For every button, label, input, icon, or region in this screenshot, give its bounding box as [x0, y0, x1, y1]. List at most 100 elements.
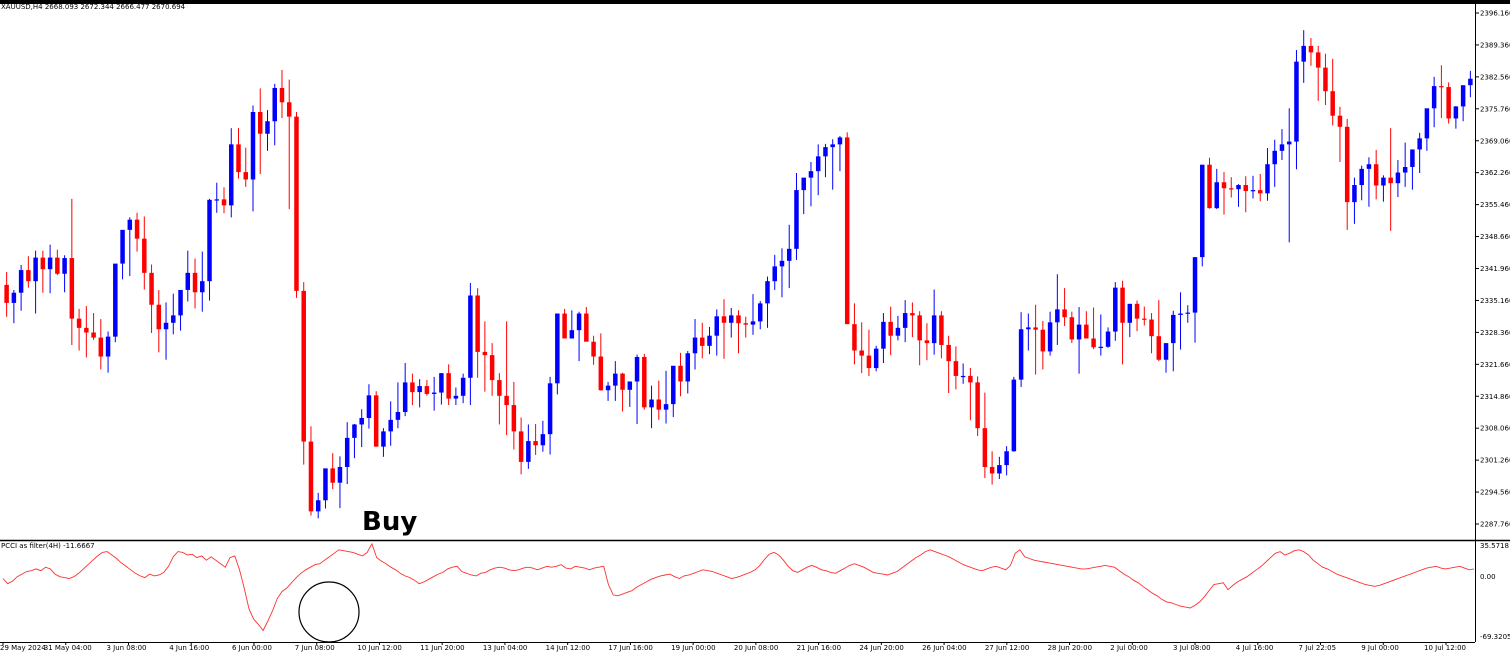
- bearish-candle: [1388, 177, 1393, 184]
- bullish-candle: [1301, 45, 1306, 62]
- bearish-candle: [1120, 287, 1125, 323]
- time-axis-tick-label: 27 Jun 12:00: [985, 644, 1029, 652]
- bearish-candle: [946, 344, 951, 362]
- bearish-candle: [1084, 324, 1089, 339]
- bearish-candle: [243, 172, 248, 180]
- bullish-candle: [127, 219, 133, 230]
- bearish-candle: [330, 468, 335, 483]
- pcci-indicator-line: [2, 542, 1475, 632]
- bearish-candle: [1446, 87, 1451, 119]
- bearish-candle: [55, 257, 60, 274]
- bullish-candle: [1171, 314, 1176, 344]
- signal-circle-marker: [298, 581, 360, 643]
- price-axis-ticks: 2396.160 2389.360 2382.560 2375.760 2369.060…: [1475, 10, 1510, 529]
- bearish-candle: [26, 270, 31, 282]
- bearish-candle: [982, 428, 988, 467]
- time-axis-tick-label: 20 Jun 08:00: [734, 644, 778, 652]
- bullish-candle: [649, 399, 654, 408]
- time-axis-tick-label: 6 Jun 00:00: [232, 644, 272, 652]
- bearish-candle: [98, 337, 104, 357]
- bearish-candle: [736, 315, 741, 324]
- bullish-candle: [1192, 257, 1198, 313]
- price-axis-tick-label: 2294.560: [1480, 489, 1510, 497]
- bullish-candle: [178, 289, 183, 316]
- bullish-candle: [1250, 190, 1256, 192]
- bullish-candle: [960, 375, 966, 378]
- bearish-candle: [1337, 115, 1343, 127]
- top-bar: [0, 0, 1510, 4]
- bullish-candle: [359, 417, 364, 425]
- time-axis-tick-label: 10 Jun 12:00: [357, 644, 401, 652]
- bearish-candle: [1062, 309, 1067, 318]
- bearish-candle: [511, 405, 517, 432]
- bearish-candle: [286, 102, 292, 117]
- bullish-candle: [1294, 61, 1299, 142]
- price-axis-tick-label: 2348.660: [1480, 233, 1510, 241]
- price-axis-tick-label: 2328.360: [1480, 329, 1510, 337]
- bearish-candle: [1221, 182, 1227, 189]
- price-axis-tick-label: 2389.360: [1480, 41, 1510, 49]
- bearish-candle: [620, 373, 625, 390]
- bullish-candle: [1105, 331, 1111, 347]
- time-axis-tick-label: 13 Jun 04:00: [483, 644, 527, 652]
- bullish-candle: [200, 281, 205, 293]
- bearish-candle: [1257, 190, 1263, 194]
- bullish-candle: [881, 321, 886, 349]
- bearish-candle: [924, 340, 930, 344]
- bullish-candle: [1265, 164, 1270, 194]
- time-axis-tick-label: 2 Jul 00:00: [1110, 644, 1148, 652]
- bearish-candle: [301, 290, 306, 442]
- bullish-candle: [1366, 164, 1372, 169]
- bullish-candle: [1076, 324, 1082, 340]
- price-axis-tick-label: 2287.760: [1480, 521, 1510, 529]
- bullish-candle: [120, 229, 125, 264]
- time-axis-tick-label: 4 Jun 16:00: [169, 644, 209, 652]
- candles-group: [4, 30, 1473, 519]
- time-axis-tick-label: 10 Jul 12:00: [1424, 644, 1466, 652]
- price-axis-tick-label: 2314.860: [1480, 393, 1510, 401]
- bearish-candle: [156, 304, 162, 330]
- bullish-candle: [1431, 86, 1437, 109]
- time-axis-tick-label: 17 Jun 16:00: [608, 644, 652, 652]
- bearish-candle: [504, 395, 509, 406]
- time-axis-tick-label: 19 Jun 00:00: [671, 644, 715, 652]
- bearish-candle: [598, 356, 604, 391]
- bullish-candle: [1424, 108, 1430, 139]
- bullish-candle: [1286, 141, 1292, 145]
- bullish-candle: [229, 144, 234, 206]
- bearish-candle: [149, 272, 154, 305]
- bearish-candle: [518, 431, 524, 462]
- price-axis-tick-label: 2341.960: [1480, 265, 1510, 273]
- bearish-candle: [533, 441, 538, 446]
- bearish-candle: [424, 386, 430, 394]
- bullish-candle: [47, 257, 53, 270]
- price-axis-tick-label: 2308.060: [1480, 425, 1510, 433]
- bullish-candle: [1185, 312, 1191, 314]
- bullish-candle: [729, 315, 734, 323]
- bullish-candle: [323, 468, 328, 501]
- bullish-candle: [895, 327, 901, 336]
- bearish-candle: [1373, 164, 1379, 186]
- bullish-candle: [1026, 327, 1031, 330]
- bullish-candle: [605, 385, 611, 391]
- bullish-candle: [576, 313, 582, 331]
- bearish-candle: [1156, 336, 1162, 360]
- bullish-candle: [1417, 138, 1422, 150]
- bearish-candle: [4, 284, 9, 303]
- bearish-candle: [1040, 329, 1046, 352]
- bullish-candle: [547, 383, 553, 435]
- bullish-candle: [757, 303, 763, 322]
- price-axis-tick-label: 2369.060: [1480, 137, 1510, 145]
- bullish-candle: [207, 199, 212, 282]
- bullish-candle: [402, 382, 408, 412]
- bearish-candle: [1243, 185, 1248, 192]
- bearish-candle: [192, 272, 198, 293]
- bearish-candle: [1315, 52, 1321, 68]
- bullish-candle: [395, 411, 401, 420]
- bearish-candle: [76, 318, 82, 328]
- bullish-candle: [352, 424, 357, 438]
- price-axis-tick-label: 2335.160: [1480, 297, 1510, 305]
- bullish-candle: [214, 199, 220, 201]
